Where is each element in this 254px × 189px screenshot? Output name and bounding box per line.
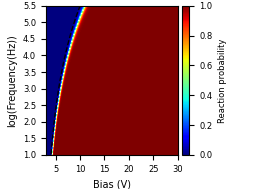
Y-axis label: log(Frequency(Hz)): log(Frequency(Hz)) — [7, 34, 17, 127]
X-axis label: Bias (V): Bias (V) — [92, 179, 130, 189]
Y-axis label: Reaction probability: Reaction probability — [217, 38, 226, 122]
